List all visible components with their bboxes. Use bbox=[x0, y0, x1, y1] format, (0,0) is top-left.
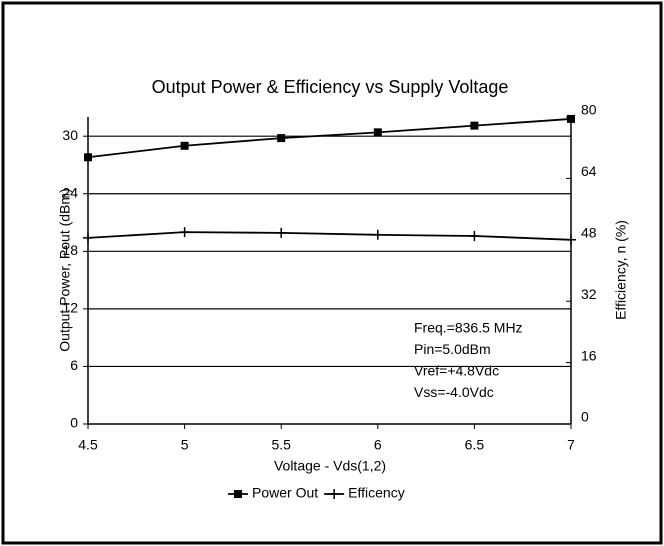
legend-label: Efficency bbox=[348, 485, 405, 501]
x-tick-label: 6 bbox=[374, 437, 382, 453]
y2-tick-label: 16 bbox=[581, 347, 597, 363]
legend-label: Power Out bbox=[252, 485, 318, 501]
y2-tick-label: 80 bbox=[581, 102, 597, 118]
marker bbox=[84, 153, 92, 162]
annotation: Freq.=836.5 MHz bbox=[414, 320, 523, 336]
y2-tick-label: 32 bbox=[581, 286, 597, 302]
y-tick-label: 6 bbox=[70, 357, 78, 373]
y-axis-label: Output Power, Pout (dBm) bbox=[57, 188, 73, 351]
marker bbox=[373, 128, 382, 137]
x-tick-label: 5 bbox=[181, 437, 189, 453]
series-line bbox=[87, 118, 572, 159]
legend-marker bbox=[234, 490, 242, 498]
marker bbox=[83, 232, 93, 243]
x-axis-label: Voltage - Vds(1,2) bbox=[274, 458, 386, 474]
y2-tick-label: 0 bbox=[581, 409, 589, 425]
series-line bbox=[87, 231, 572, 241]
y2-tick-label: 64 bbox=[581, 163, 597, 179]
annotation: Vss=-4.0Vdc bbox=[414, 384, 494, 400]
chart-title: Output Power & Efficiency vs Supply Volt… bbox=[152, 77, 509, 97]
x-tick-label: 7 bbox=[567, 437, 575, 453]
y2-axis-label: Efficiency, n (%) bbox=[613, 220, 629, 320]
y2-tick-label: 48 bbox=[581, 225, 597, 241]
annotation: Pin=5.0dBm bbox=[414, 341, 491, 357]
x-tick-label: 4.5 bbox=[78, 437, 98, 453]
legend-marker bbox=[329, 489, 340, 499]
marker bbox=[372, 229, 383, 240]
marker bbox=[470, 121, 479, 130]
y-tick-label: 0 bbox=[70, 415, 78, 431]
marker bbox=[276, 227, 287, 238]
y-tick-label: 12 bbox=[62, 300, 78, 316]
y-tick-label: 18 bbox=[62, 242, 78, 258]
y-tick-label: 30 bbox=[62, 127, 78, 143]
marker bbox=[180, 141, 189, 150]
marker bbox=[566, 234, 576, 245]
x-tick-label: 5.5 bbox=[271, 437, 291, 453]
y-tick-label: 24 bbox=[62, 184, 78, 200]
marker bbox=[277, 134, 286, 143]
x-tick-label: 6.5 bbox=[465, 437, 485, 453]
annotation: Vref=+4.8Vdc bbox=[414, 363, 499, 379]
marker bbox=[469, 230, 480, 241]
marker bbox=[567, 114, 575, 123]
marker bbox=[179, 227, 190, 238]
